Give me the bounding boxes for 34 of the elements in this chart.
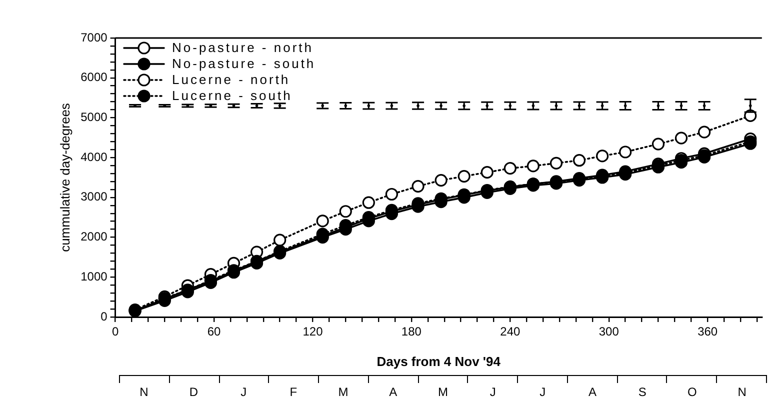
text: J — [488, 385, 497, 399]
y-tick-label: 4000 — [80, 150, 108, 164]
text: M — [337, 385, 350, 399]
y-tick-label: 6000 — [80, 70, 108, 84]
text: M — [436, 385, 449, 399]
text: J — [538, 385, 547, 399]
text: S — [637, 385, 648, 399]
y-axis-title: cummulative day-degrees — [57, 102, 72, 252]
y-tick-label: 7000 — [80, 30, 108, 44]
legend-label: Lucerne - south — [172, 88, 292, 104]
x-tick-label: 180 — [401, 324, 422, 339]
text: A — [388, 385, 398, 399]
text: N — [138, 385, 150, 399]
text: D — [188, 385, 200, 399]
y-tick-label: 5000 — [80, 110, 108, 124]
text: F — [288, 385, 298, 399]
text: A — [588, 385, 598, 399]
x-tick-label: 360 — [698, 324, 718, 339]
text: J — [240, 385, 248, 399]
x-tick-label: 0 — [112, 324, 119, 339]
x-tick-label: 300 — [598, 324, 620, 339]
x-axis-title: Days from 4 Nov '94 — [376, 354, 502, 369]
x-tick-label: 60 — [207, 324, 222, 339]
legend-label: Lucerne - north — [172, 72, 290, 88]
x-tick-label: 240 — [500, 324, 520, 339]
text: N — [736, 385, 748, 399]
y-tick-label: 0 — [100, 309, 108, 324]
y-tick-label: 2000 — [80, 230, 108, 244]
legend-label: No-pasture - south — [172, 56, 316, 72]
x-tick-label: 120 — [302, 324, 324, 339]
y-tick-label: 1000 — [80, 269, 108, 284]
y-tick-label: 3000 — [80, 190, 108, 204]
legend-label: No-pasture - north — [172, 40, 314, 56]
text: O — [686, 385, 698, 399]
